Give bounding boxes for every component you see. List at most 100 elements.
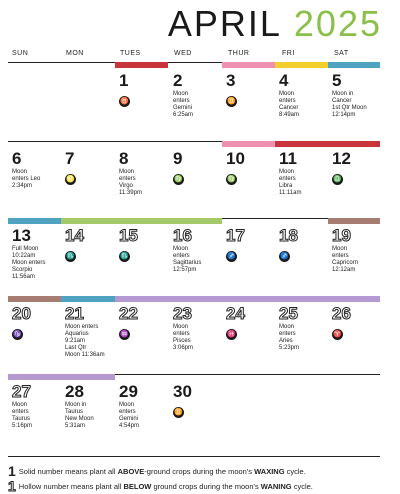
gemini-icon: ♊ xyxy=(173,407,184,418)
sagittarius-icon: ♐ xyxy=(226,251,237,262)
legend-hollow: 1 Hollow number means plant all BELOW gro… xyxy=(8,478,313,494)
moon-note: Moon enters Aries 5:23pm xyxy=(279,324,300,351)
page-title: APRIL 2025 xyxy=(168,4,382,44)
row-divider xyxy=(8,62,380,63)
moon-sign-color-bar xyxy=(8,374,115,380)
day-number: 25 xyxy=(279,304,299,323)
calendar-day: 19 Moon enters Capricorn 12:12am xyxy=(332,226,384,274)
moon-sign-color-bar xyxy=(61,296,115,302)
legend-solid-text-2: -ground crops during the moon's xyxy=(144,467,255,476)
legend-hollow-text-1: Hollow number means plant all xyxy=(18,482,124,491)
virgo-icon: ♍ xyxy=(226,174,237,185)
calendar-day: 2 Moon enters Gemini 6:25am xyxy=(173,72,225,119)
weekday-wed: WED xyxy=(174,50,192,57)
moon-note: Moon enters Sagittarius 12:57pm xyxy=(173,246,202,273)
taurus-icon: ♉ xyxy=(119,96,130,107)
calendar-day: 1 ♉ xyxy=(119,72,171,108)
moon-sign-color-bar xyxy=(222,62,275,68)
title-month: APRIL xyxy=(167,3,282,44)
moon-note: Moon enters Pisces 3:06pm xyxy=(173,324,194,351)
aquarius-icon: ♒ xyxy=(119,329,130,340)
legend-solid-text-1: Solid number means plant all xyxy=(18,467,118,476)
calendar-day: 25 Moon enters Aries 5:23pm xyxy=(279,304,331,352)
day-number: 19 xyxy=(332,226,352,245)
day-number: 26 xyxy=(332,304,352,323)
moon-note: Full Moon 10:22am Moon enters Scorpio 11… xyxy=(12,246,46,280)
moon-note: Moon enters Leo 2:34pm xyxy=(12,169,41,189)
legend-solid: 1 Solid number means plant all ABOVE-grou… xyxy=(8,463,306,479)
day-number: 9 xyxy=(173,149,183,168)
calendar-day: 7 ♌ xyxy=(65,150,117,186)
calendar-day: 16 Moon enters Sagittarius 12:57pm xyxy=(173,226,225,274)
scorpio-icon: ♏ xyxy=(119,251,130,262)
row-divider xyxy=(8,141,380,142)
moon-sign-color-bar xyxy=(222,141,275,147)
day-number: 28 xyxy=(65,382,84,401)
calendar-day: 23 Moon enters Pisces 3:06pm xyxy=(173,304,225,352)
day-number: 3 xyxy=(226,71,236,90)
calendar-day: 30 ♊ xyxy=(173,383,225,419)
moon-note: Moon enters Gemini 4:54pm xyxy=(119,402,140,429)
moon-note: Moon enters Libra 11:11am xyxy=(279,169,302,196)
calendar-day: 21 Moon enters Aquarius 9:21am Last Qtr M… xyxy=(65,304,117,359)
day-number: 30 xyxy=(173,382,192,401)
calendar-day: 11 Moon enters Libra 11:11am xyxy=(279,150,331,197)
moon-sign-color-bar xyxy=(8,296,61,302)
weekday-mon: MON xyxy=(66,50,84,57)
scorpio-icon: ♏ xyxy=(65,251,76,262)
moon-sign-color-bar xyxy=(115,296,380,302)
day-number: 23 xyxy=(173,304,193,323)
day-number: 29 xyxy=(119,382,138,401)
day-number: 17 xyxy=(226,226,246,245)
day-number: 11 xyxy=(279,149,297,168)
calendar-day: 24 ♓ xyxy=(226,304,278,341)
legend-hollow-mark: 1 xyxy=(8,478,17,494)
calendar-day: 5 Moon in Cancer 1st Qtr Moon 12:14pm xyxy=(332,72,384,119)
day-number: 21 xyxy=(65,304,85,323)
day-number: 6 xyxy=(12,149,22,168)
calendar-day: 12 ♎ xyxy=(332,150,384,186)
moon-note: Moon enters Virgo 11:39pm xyxy=(119,169,142,196)
legend-solid-mark: 1 xyxy=(8,463,16,479)
weekday-sun: SUN xyxy=(12,50,29,57)
calendar-day: 28 Moon in Taurus New Moon 5:31am xyxy=(65,383,117,430)
moon-note: Moon in Cancer 1st Qtr Moon 12:14pm xyxy=(332,91,367,118)
title-year: 2025 xyxy=(293,3,382,44)
weekday-fri: FRI xyxy=(282,50,295,57)
legend-hollow-bold-2: WANING xyxy=(260,482,292,491)
moon-sign-color-bar xyxy=(275,141,380,147)
moon-note: Moon enters Capricorn 12:12am xyxy=(332,246,359,273)
moon-note: Moon enters Gemini 6:25am xyxy=(173,91,194,118)
moon-sign-color-bar xyxy=(61,218,222,224)
weekday-sat: SAT xyxy=(334,50,349,57)
day-number: 8 xyxy=(119,149,129,168)
weekday-header: SUN MON TUES WED THUR FRI SAT xyxy=(0,50,400,62)
moon-sign-color-bar xyxy=(275,62,328,68)
calendar-day: 3 ♊ xyxy=(226,72,278,108)
moon-sign-color-bar xyxy=(115,62,168,68)
moon-note: Moon enters Taurus 5:16pm xyxy=(12,402,33,429)
day-number: 22 xyxy=(119,304,139,323)
calendar-day: 8 Moon enters Virgo 11:39pm xyxy=(119,150,171,197)
day-number: 15 xyxy=(119,226,139,245)
weekday-thu: THUR xyxy=(228,50,250,57)
calendar-day: 10 ♍ xyxy=(226,150,278,186)
sagittarius-icon: ♐ xyxy=(279,251,290,262)
day-number: 16 xyxy=(173,226,193,245)
day-number: 18 xyxy=(279,226,299,245)
legend-solid-bold-2: WAXING xyxy=(254,467,285,476)
calendar-day: 13 Full Moon 10:22am Moon enters Scorpio … xyxy=(12,227,64,281)
calendar-day: 6 Moon enters Leo 2:34pm xyxy=(12,150,64,190)
pisces-icon: ♓ xyxy=(226,329,237,340)
calendar-day: 4 Moon enters Cancer 8:49am xyxy=(279,72,331,119)
moon-sign-color-bar xyxy=(328,218,380,224)
moon-sign-color-bar xyxy=(8,218,61,224)
day-number: 12 xyxy=(332,149,351,168)
day-number: 14 xyxy=(65,226,85,245)
calendar-day: 20 ♑ xyxy=(12,304,64,341)
legend-hollow-text-3: cycle. xyxy=(291,482,313,491)
day-number: 4 xyxy=(279,71,289,90)
day-number: 20 xyxy=(12,304,32,323)
moon-note: Moon enters Aquarius 9:21am Last Qtr Moo… xyxy=(65,324,105,358)
moon-note: Moon enters Cancer 8:49am xyxy=(279,91,300,118)
